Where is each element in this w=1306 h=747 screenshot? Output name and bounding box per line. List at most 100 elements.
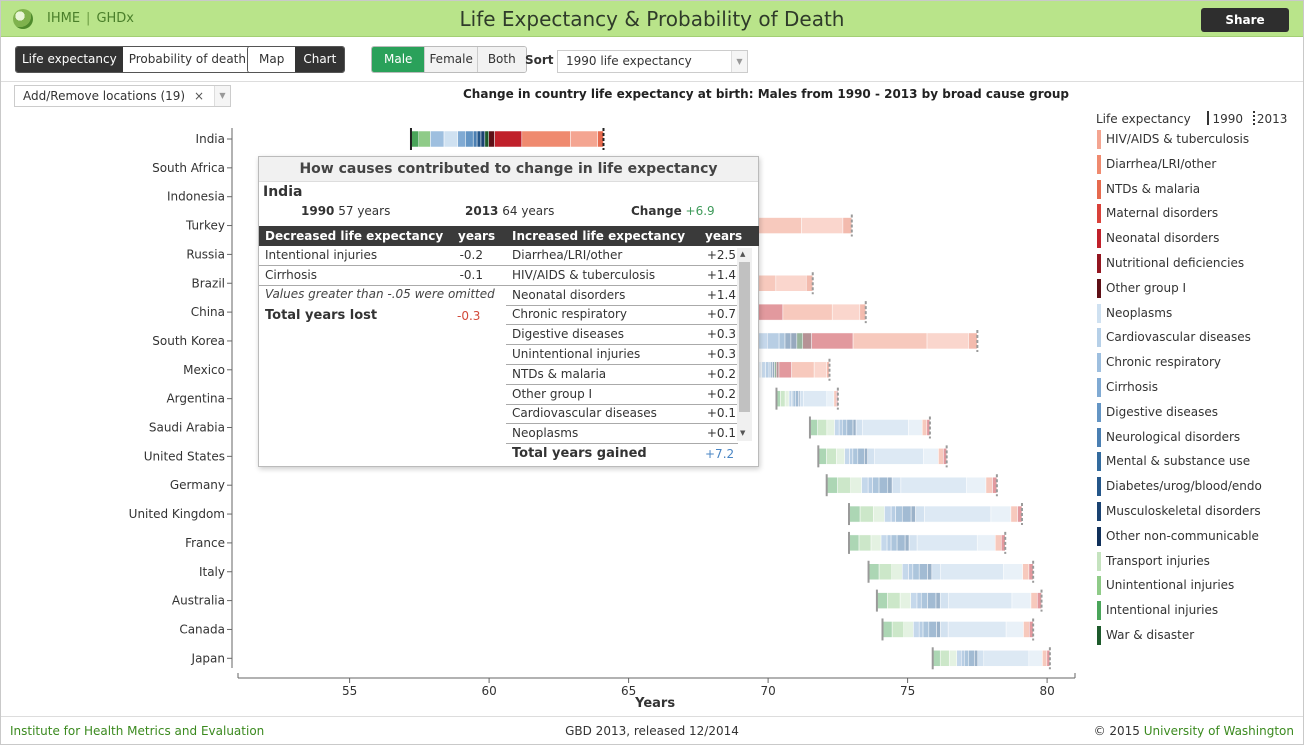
y-tick-label[interactable]: Australia	[172, 594, 225, 608]
cause-segment	[932, 650, 941, 667]
y-tick-label[interactable]: South Korea	[152, 334, 225, 348]
view-option-map[interactable]: Map	[248, 47, 296, 72]
y-tick-label[interactable]: Argentina	[166, 392, 225, 406]
cause-segment	[916, 592, 922, 609]
scrollbar-thumb[interactable]	[739, 262, 750, 412]
cause-segment	[778, 332, 786, 350]
country-bar[interactable]	[848, 503, 1023, 526]
measure-option-probability-of-death[interactable]: Probability of death	[122, 47, 252, 72]
y-tick-label[interactable]: India	[196, 132, 225, 146]
y-tick-label[interactable]: Russia	[186, 247, 225, 261]
y-tick-label[interactable]: United Kingdom	[129, 507, 225, 521]
legend-label: Nutritional deficiencies	[1106, 255, 1245, 270]
app-title: Life Expectancy & Probability of Death	[459, 7, 845, 31]
legend-item[interactable]: Neonatal disorders	[1096, 227, 1301, 252]
sort-select[interactable]: 1990 life expectancy ▼	[557, 50, 748, 73]
cause-segment	[983, 650, 1030, 667]
y-tick-label[interactable]: Japan	[191, 651, 225, 665]
legend-item[interactable]: Intentional injuries	[1096, 599, 1301, 624]
legend-item[interactable]: Digestive diseases	[1096, 401, 1301, 426]
country-bar[interactable]	[808, 416, 931, 439]
y-tick-label[interactable]: United States	[144, 449, 225, 463]
legend-item[interactable]: Unintentional injuries	[1096, 574, 1301, 599]
chevron-down-icon[interactable]: ▼	[214, 86, 230, 106]
legend-item[interactable]: Musculoskeletal disorders	[1096, 500, 1301, 525]
cause-segment	[755, 303, 784, 321]
cause-segment	[430, 130, 445, 148]
y-tick-label[interactable]: Italy	[199, 565, 225, 579]
cause-segment	[476, 130, 482, 148]
cause-segment	[923, 448, 939, 465]
cause-segment	[902, 563, 909, 580]
legend-item[interactable]: Other group I	[1096, 277, 1301, 302]
legend-label: Musculoskeletal disorders	[1106, 503, 1261, 518]
y-tick-label[interactable]: Canada	[179, 622, 225, 636]
legend-item[interactable]: NTDs & malaria	[1096, 178, 1301, 203]
y-tick-label[interactable]: China	[191, 305, 225, 319]
y-tick-label[interactable]: South Africa	[152, 161, 225, 175]
legend-label: War & disaster	[1106, 627, 1195, 642]
y-tick-label[interactable]: Brazil	[192, 276, 226, 290]
view-option-chart[interactable]: Chart	[295, 47, 345, 72]
legend-item[interactable]: Neurological disorders	[1096, 426, 1301, 451]
footer-ihme-link[interactable]: Institute for Health Metrics and Evaluat…	[10, 724, 265, 738]
y-tick-label[interactable]: Mexico	[183, 363, 225, 377]
sex-option-male[interactable]: Male	[372, 47, 425, 72]
country-bar[interactable]	[848, 531, 1007, 554]
legend-title: Life expectancy	[1096, 112, 1191, 126]
country-bar[interactable]	[931, 647, 1051, 670]
y-tick-label[interactable]: Turkey	[185, 219, 225, 233]
ihme-logo-icon[interactable]	[13, 9, 33, 29]
brand-ghdx-link[interactable]: GHDx	[96, 11, 134, 26]
share-button[interactable]: Share	[1201, 8, 1289, 32]
y-tick-label[interactable]: Indonesia	[167, 190, 225, 204]
scroll-up-icon[interactable]: ▲	[740, 250, 746, 258]
country-bar[interactable]	[875, 589, 1043, 612]
legend-item[interactable]: Chronic respiratory	[1096, 351, 1301, 376]
tooltip-row: Neonatal disorders +1.4	[506, 286, 738, 306]
footer-uw-link[interactable]: University of Washington	[1143, 724, 1294, 738]
country-bar[interactable]	[817, 445, 948, 468]
sex-option-both[interactable]: Both	[476, 47, 526, 72]
scroll-down-icon[interactable]: ▼	[740, 429, 746, 437]
cause-segment	[887, 476, 893, 494]
cause-segment	[900, 476, 967, 494]
legend-item[interactable]: Diarrhea/LRI/other	[1096, 153, 1301, 178]
country-bar[interactable]	[867, 560, 1035, 583]
y-tick-label[interactable]: Germany	[170, 478, 225, 492]
cause-segment	[852, 332, 928, 350]
tooltip-scrollbar[interactable]: ▲ ▼	[737, 248, 752, 441]
cause-segment	[918, 621, 924, 638]
clear-icon[interactable]: ×	[193, 89, 204, 103]
legend-item[interactable]: HIV/AIDS & tuberculosis	[1096, 128, 1301, 153]
y-tick-label[interactable]: France	[185, 536, 225, 550]
country-bar[interactable]	[409, 128, 605, 150]
legend-item[interactable]: Transport injuries	[1096, 550, 1301, 575]
cause-segment	[809, 419, 818, 436]
country-bar[interactable]	[775, 387, 839, 410]
country-bar[interactable]	[881, 618, 1035, 641]
legend-item[interactable]: Cardiovascular diseases	[1096, 326, 1301, 351]
tooltip-row-cause: Cardiovascular diseases	[512, 406, 657, 421]
country-bar[interactable]	[825, 474, 998, 497]
legend-item[interactable]: Other non-communicable	[1096, 525, 1301, 550]
legend-item[interactable]: Cirrhosis	[1096, 376, 1301, 401]
chevron-down-icon[interactable]: ▼	[731, 51, 747, 72]
cause-segment	[836, 448, 845, 465]
legend-item[interactable]: Diabetes/urog/blood/endo	[1096, 475, 1301, 500]
cause-segment	[1042, 650, 1048, 667]
legend-item[interactable]: Nutritional deficiencies	[1096, 252, 1301, 277]
legend-item[interactable]: Neoplasms	[1096, 302, 1301, 327]
legend-item[interactable]: Maternal disorders	[1096, 202, 1301, 227]
legend-item[interactable]: War & disaster	[1096, 624, 1301, 649]
cause-segment	[852, 419, 857, 436]
legend: Life expectancy 1990 2013 HIV/AIDS & tub…	[1096, 110, 1301, 649]
sex-option-female[interactable]: Female	[424, 47, 477, 72]
y-tick-label[interactable]: Saudi Arabia	[149, 421, 225, 435]
brand-ihme-link[interactable]: IHME	[47, 11, 81, 26]
cause-segment	[899, 592, 911, 609]
locations-select[interactable]: Add/Remove locations (19) × ▼	[14, 85, 231, 107]
measure-option-life-expectancy[interactable]: Life expectancy	[16, 47, 123, 72]
legend-item[interactable]: Mental & substance use	[1096, 450, 1301, 475]
legend-swatch	[1097, 303, 1101, 323]
